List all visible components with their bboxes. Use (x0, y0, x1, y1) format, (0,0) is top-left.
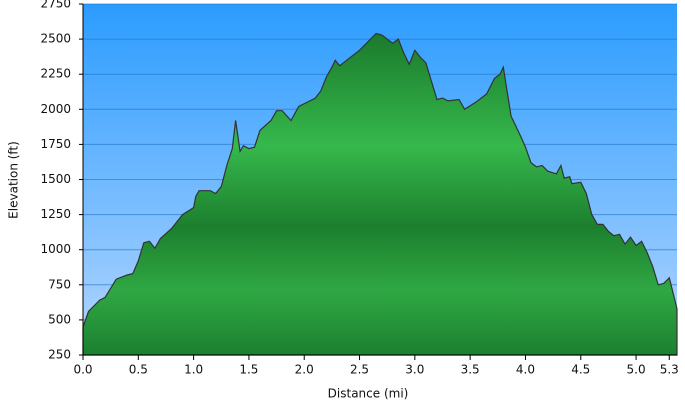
y-tick-label: 2500 (40, 32, 71, 46)
y-tick-label: 2250 (40, 67, 71, 81)
x-tick-label: 1.0 (184, 363, 203, 377)
y-axis-label: Elevation (ft) (7, 141, 21, 219)
x-tick-label: 2.5 (350, 363, 369, 377)
elevation-area (82, 32, 678, 356)
x-tick-label: 3.0 (405, 363, 424, 377)
y-tick-label: 250 (48, 348, 71, 362)
x-axis-label: Distance (mi) (328, 387, 409, 401)
x-tick-label: 4.0 (516, 363, 535, 377)
x-tick-label: 0.0 (73, 363, 92, 377)
x-tick-label: 2.0 (295, 363, 314, 377)
x-tick-label: 5.3 (660, 363, 679, 377)
x-tick-label: 4.5 (571, 363, 590, 377)
y-tick-label: 2750 (40, 0, 71, 11)
y-tick-label: 1750 (40, 137, 71, 151)
y-tick-label: 2000 (40, 102, 71, 116)
y-tick-label: 1500 (40, 172, 71, 186)
x-tick-label: 0.5 (129, 363, 148, 377)
y-tick-label: 750 (48, 277, 71, 291)
y-tick-label: 1250 (40, 207, 71, 221)
x-tick-label: 3.5 (461, 363, 480, 377)
x-tick-label: 1.5 (239, 363, 258, 377)
y-tick-label: 1000 (40, 242, 71, 256)
y-tick-label: 500 (48, 312, 71, 326)
x-tick-label: 5.0 (627, 363, 646, 377)
